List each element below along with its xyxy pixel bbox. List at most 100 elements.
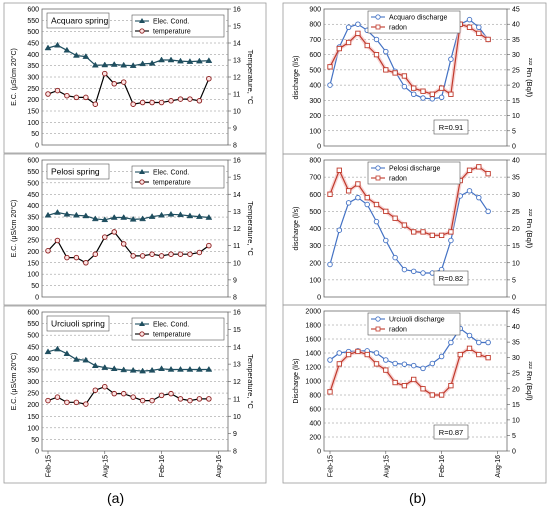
- y2-tick-label: 20: [512, 226, 520, 233]
- y-tick-label: 200: [309, 435, 321, 442]
- data-point: [54, 237, 61, 244]
- panel-frame: [3, 305, 267, 484]
- y-tick-label: 1200: [305, 365, 321, 372]
- data-point: [130, 394, 136, 400]
- data-point: [64, 254, 70, 261]
- y2-tick-label: 10: [512, 260, 520, 267]
- series-line: [47, 72, 210, 106]
- data-point: [177, 57, 184, 64]
- data-point: [120, 61, 128, 68]
- data-point: [355, 348, 361, 355]
- data-point: [111, 81, 117, 87]
- y-tick-label: 1600: [305, 337, 321, 344]
- y-tick-label: 300: [309, 98, 321, 105]
- panel-label-b: (b): [409, 490, 427, 506]
- legend-label: radon: [389, 327, 407, 334]
- legend-label: temperature: [153, 180, 191, 187]
- legend-marker: [139, 18, 145, 23]
- data-point: [476, 351, 482, 358]
- data-point: [466, 188, 473, 194]
- data-point: [401, 83, 408, 90]
- data-point: [168, 251, 174, 257]
- y-tick-label: 700: [309, 175, 321, 182]
- data-point: [139, 253, 146, 259]
- data-point: [336, 361, 342, 367]
- series-line: [329, 190, 489, 274]
- y-tick-label: 150: [27, 109, 39, 116]
- y-tick-label: 200: [309, 113, 321, 120]
- y2-tick-label: 8: [233, 449, 237, 456]
- data-point: [466, 167, 473, 173]
- data-point: [429, 232, 435, 238]
- data-point: [120, 241, 127, 247]
- legend-marker: [139, 169, 145, 174]
- series-line: [47, 211, 209, 221]
- y-tick-label: 100: [27, 272, 39, 279]
- y-tick-label: 350: [27, 367, 39, 374]
- data-point: [364, 195, 370, 201]
- data-point: [476, 194, 482, 201]
- x-tick-label: Feb-16: [439, 455, 446, 477]
- legend-label: temperature: [153, 29, 191, 36]
- y2-tick-label: 9: [233, 277, 237, 284]
- data-point: [364, 201, 370, 208]
- data-point: [448, 229, 454, 235]
- y-tick-label: 500: [27, 333, 39, 340]
- y-tick-label: 600: [27, 158, 39, 165]
- data-point: [485, 171, 491, 177]
- y-tick-label: 800: [309, 393, 321, 400]
- y2-tick-label: 12: [233, 379, 241, 386]
- data-point: [54, 41, 61, 48]
- data-point: [101, 216, 109, 223]
- legend-marker: [375, 165, 381, 171]
- y-tick-label: 400: [309, 83, 321, 90]
- y-tick-label: 100: [309, 277, 321, 284]
- data-point: [139, 60, 147, 67]
- y2-tick-label: 13: [233, 58, 241, 65]
- y-tick-label: 200: [309, 260, 321, 267]
- y2-tick-label: 10: [233, 109, 241, 116]
- data-point: [54, 209, 61, 215]
- y2-tick-label: 45: [512, 7, 520, 14]
- data-point: [45, 91, 51, 97]
- y2-tick-label: 16: [233, 310, 241, 317]
- data-point: [383, 67, 389, 73]
- y2-tick-label: 14: [233, 344, 241, 351]
- data-point: [401, 73, 408, 79]
- panel-label-a: (a): [107, 490, 125, 506]
- x-tick-label: Aug-16: [216, 455, 223, 478]
- y-tick-label: 600: [309, 192, 321, 199]
- data-point: [44, 348, 52, 355]
- y2-tick-label: 16: [233, 158, 241, 165]
- data-point: [448, 237, 454, 244]
- title-box: [46, 163, 110, 180]
- data-point: [327, 64, 333, 70]
- data-point: [187, 251, 193, 257]
- data-point: [45, 397, 51, 404]
- chart-title: Urciuoli spring: [51, 319, 105, 329]
- data-point: [401, 383, 408, 389]
- y-tick-label: 100: [309, 128, 321, 135]
- data-point: [336, 45, 342, 52]
- y-tick-label: 500: [27, 180, 39, 187]
- data-point: [148, 213, 156, 219]
- data-point: [167, 210, 175, 217]
- y-axis-label: discharge (l/s): [293, 56, 300, 100]
- data-point: [336, 227, 343, 233]
- legend-marker: [375, 24, 381, 30]
- data-point: [158, 56, 165, 63]
- data-point: [336, 167, 342, 173]
- y2-tick-label: 16: [233, 7, 241, 14]
- legend-label: Urciuoli discharge: [389, 317, 445, 324]
- legend-box: [367, 161, 461, 185]
- data-point: [111, 229, 117, 235]
- y2-tick-label: 0: [512, 144, 516, 151]
- data-point: [139, 99, 146, 106]
- data-point: [196, 98, 203, 104]
- title-box: [46, 315, 110, 332]
- data-point: [91, 215, 99, 222]
- data-point: [82, 212, 90, 219]
- series-line: [47, 386, 209, 405]
- series-halo: [328, 22, 490, 97]
- y-tick-label: 50: [31, 131, 39, 138]
